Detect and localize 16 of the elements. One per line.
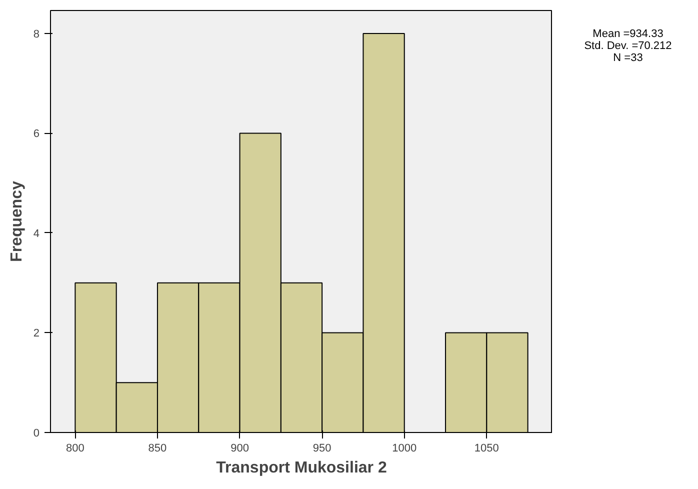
y-axis-title: Frequency [8, 180, 26, 262]
x-tick-label: 950 [312, 442, 332, 454]
text: Mean =934.33 [592, 28, 664, 40]
y-tick-label: 6 [33, 128, 40, 140]
x-axis-title: Transport Mukosiliar 2 [216, 460, 387, 476]
y-tick-label: 4 [33, 228, 40, 240]
x-tick-label: 1000 [392, 442, 417, 454]
y-tick-label: 0 [33, 428, 40, 440]
x-tick-label: 800 [66, 442, 84, 454]
text: Std. Dev. =70.212 [584, 40, 672, 52]
text: N =33 [613, 52, 643, 64]
x-tick-label: 850 [148, 442, 167, 454]
y-tick-label: 8 [33, 28, 40, 40]
x-tick-label: 900 [230, 442, 249, 454]
y-tick-label: 2 [33, 328, 40, 340]
x-tick-label: 1050 [474, 442, 499, 454]
